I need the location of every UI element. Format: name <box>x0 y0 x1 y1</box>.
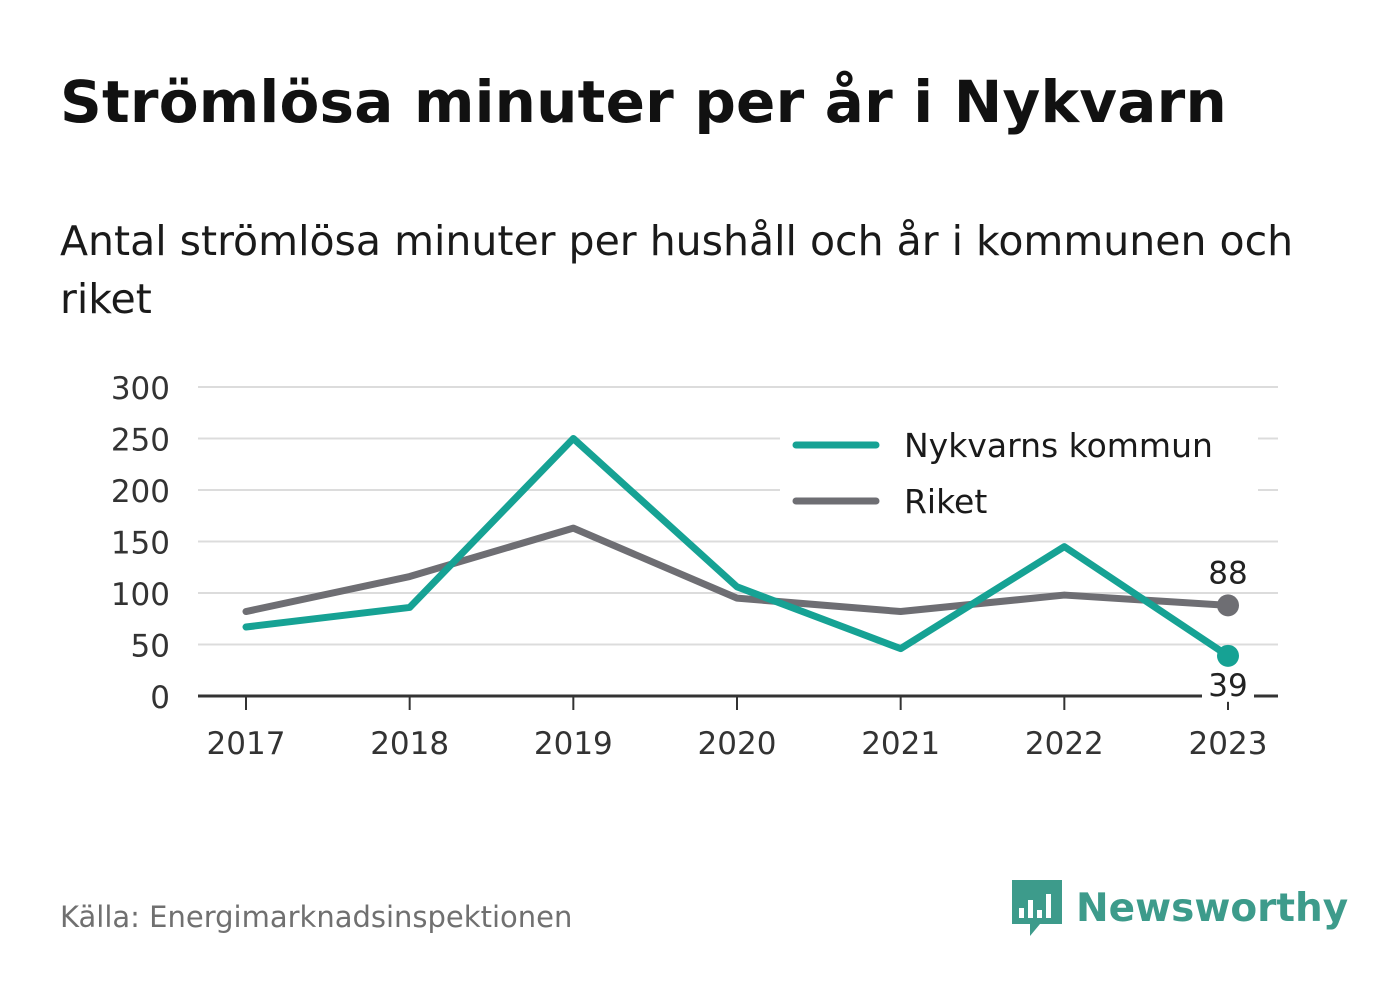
series-end-point-1 <box>1217 594 1239 617</box>
y-tick-label: 50 <box>131 629 170 665</box>
y-tick-label: 100 <box>111 577 170 613</box>
legend: Nykvarns kommun Riket <box>780 418 1258 528</box>
series-end-point-0 <box>1217 644 1239 667</box>
x-tick-label: 2018 <box>370 726 449 762</box>
end-label-riket: 88 <box>1208 555 1247 591</box>
brand-name: Newsworthy <box>1076 885 1349 931</box>
y-axis-ticks: 0 50 100 150 200 250 300 <box>111 371 170 716</box>
x-tick-label: 2023 <box>1189 726 1268 762</box>
y-tick-label: 0 <box>150 680 170 716</box>
x-tick-label: 2017 <box>207 726 286 762</box>
series-line-1 <box>242 524 1232 616</box>
source-note: Källa: Energimarknadsinspektionen <box>60 900 573 934</box>
legend-label-1: Riket <box>904 482 987 521</box>
series-line-0 <box>242 435 1232 660</box>
legend-label-0: Nykvarns kommun <box>904 426 1213 465</box>
end-label-nykvarn: 39 <box>1208 668 1247 704</box>
x-tick-label: 2021 <box>861 726 940 762</box>
chart-title: Strömlösa minuter per år i Nykvarn <box>60 68 1227 136</box>
y-tick-label: 200 <box>111 474 170 510</box>
x-axis: 2017 2018 2019 2020 2021 2022 2023 <box>198 694 1278 762</box>
x-tick-label: 2022 <box>1025 726 1104 762</box>
y-tick-label: 300 <box>111 371 170 407</box>
y-tick-label: 250 <box>111 423 170 459</box>
newsworthy-logo-icon <box>1012 880 1062 936</box>
y-tick-label: 150 <box>111 526 170 562</box>
end-label-bg <box>1202 667 1254 702</box>
x-tick-label: 2019 <box>534 726 613 762</box>
legend-bg <box>780 418 1258 528</box>
chart-subtitle: Antal strömlösa minuter per hushåll och … <box>60 217 1294 323</box>
series-lines: 88 39 <box>242 435 1254 704</box>
x-tick-label: 2020 <box>698 726 777 762</box>
brand-logo: Newsworthy <box>1010 878 1348 938</box>
